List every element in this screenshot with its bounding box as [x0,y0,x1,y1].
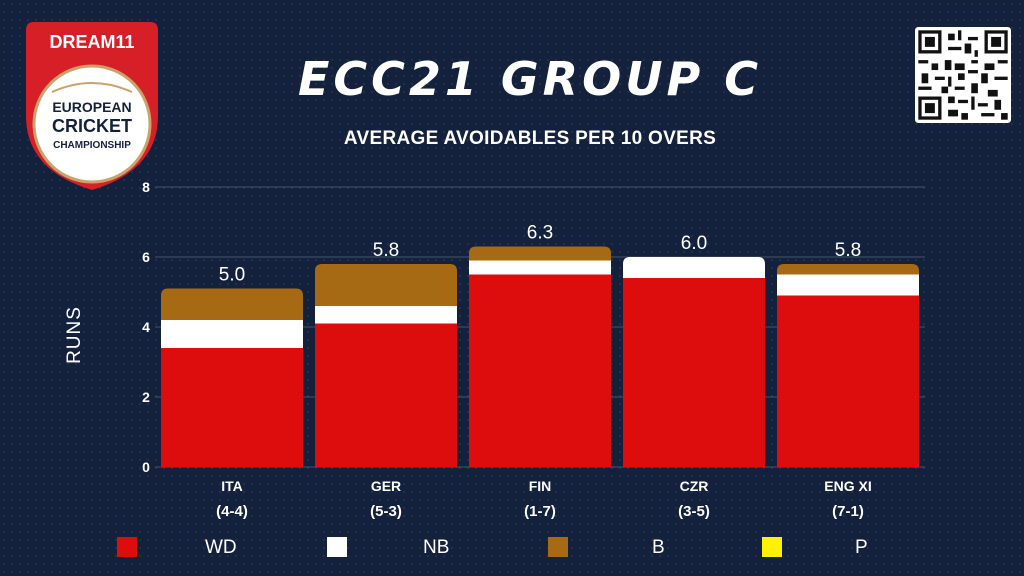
x-tick-sublabel: (7-1) [832,503,864,520]
logo-line3: CHAMPIONSHIP [53,140,131,151]
x-tick-sublabel: (4-4) [216,503,248,520]
bar-segment-nb-ger [315,306,457,324]
x-tick-sublabel: (3-5) [678,503,710,520]
bar-segment-b-ger [315,264,457,306]
bar-segment-wd-eng-xi [777,295,919,467]
x-tick-sublabel: (5-3) [370,503,402,520]
bar-total-label: 5.0 [219,265,245,286]
chart-title: ECC21 GROUP C [297,52,763,106]
bar-segment-nb-ita [161,320,303,348]
bar-segment-nb-eng-xi [777,274,919,296]
legend-swatch-nb [327,537,347,557]
legend-swatch-b [548,537,568,557]
x-tick-label: ITA [221,478,243,494]
bar-total-label: 5.8 [373,240,399,261]
x-tick-label: ENG XI [824,478,871,494]
bar-total-label: 5.8 [835,240,861,261]
y-axis-label: RUNS [64,306,85,364]
bar-total-label: 6.3 [527,223,553,244]
logo-brand-text: DREAM11 [49,32,134,52]
legend-label-p: P [855,537,868,558]
legend-label-nb: NB [423,537,450,558]
y-tick-label: 0 [142,459,150,475]
bar-segment-nb-fin [469,260,611,275]
bar-segment-wd-ita [161,348,303,467]
x-tick-label: CZR [680,478,709,494]
bar-segment-b-fin [469,246,611,261]
y-tick-label: 4 [142,319,150,335]
y-tick-label: 2 [142,389,150,405]
x-tick-sublabel: (1-7) [524,503,556,520]
legend-label-b: B [652,537,665,558]
x-tick-label: GER [371,478,401,494]
logo-line1: EUROPEAN [52,99,131,115]
bar-segment-wd-fin [469,274,611,467]
logo-line2: CRICKET [52,116,132,136]
bar-total-label: 6.0 [681,233,707,254]
legend-label-wd: WD [205,537,237,558]
legend-swatch-wd [117,537,137,557]
qr-code [915,27,1011,123]
bar-segment-b-eng-xi [777,264,919,275]
bar-segment-wd-czr [623,278,765,467]
y-tick-label: 8 [142,179,150,195]
y-tick-label: 6 [142,249,150,265]
bar-segment-nb-czr [623,257,765,278]
chart-subtitle: AVERAGE AVOIDABLES PER 10 OVERS [343,128,717,149]
legend-swatch-p [762,537,782,557]
european-cricket-championship-logo: DREAM11 EUROPEAN CRICKET CHAMPIONSHIP [26,22,158,190]
bar-segment-wd-ger [315,323,457,467]
x-tick-label: FIN [529,478,552,494]
bar-segment-b-ita [161,288,303,320]
